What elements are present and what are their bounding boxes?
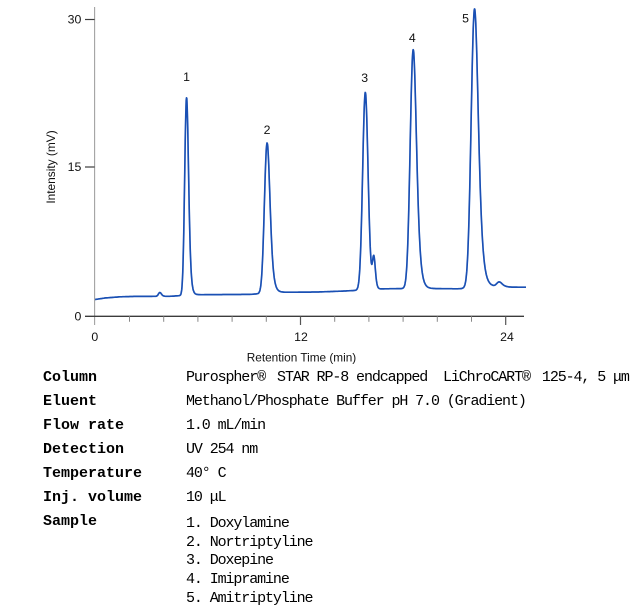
- svg-text:30: 30: [68, 13, 82, 27]
- svg-text:24: 24: [500, 330, 514, 344]
- svg-text:1: 1: [183, 70, 190, 84]
- svg-text:0: 0: [74, 310, 81, 324]
- svg-text:0: 0: [91, 330, 98, 344]
- svg-text:12: 12: [294, 330, 308, 344]
- svg-text:5: 5: [462, 12, 469, 26]
- svg-text:Retention Time (min): Retention Time (min): [247, 351, 357, 365]
- svg-text:15: 15: [68, 160, 82, 174]
- svg-text:3: 3: [361, 71, 368, 85]
- svg-text:2: 2: [264, 123, 271, 137]
- svg-text:4: 4: [409, 31, 416, 45]
- svg-text:Intensity (mV): Intensity (mV): [44, 130, 58, 203]
